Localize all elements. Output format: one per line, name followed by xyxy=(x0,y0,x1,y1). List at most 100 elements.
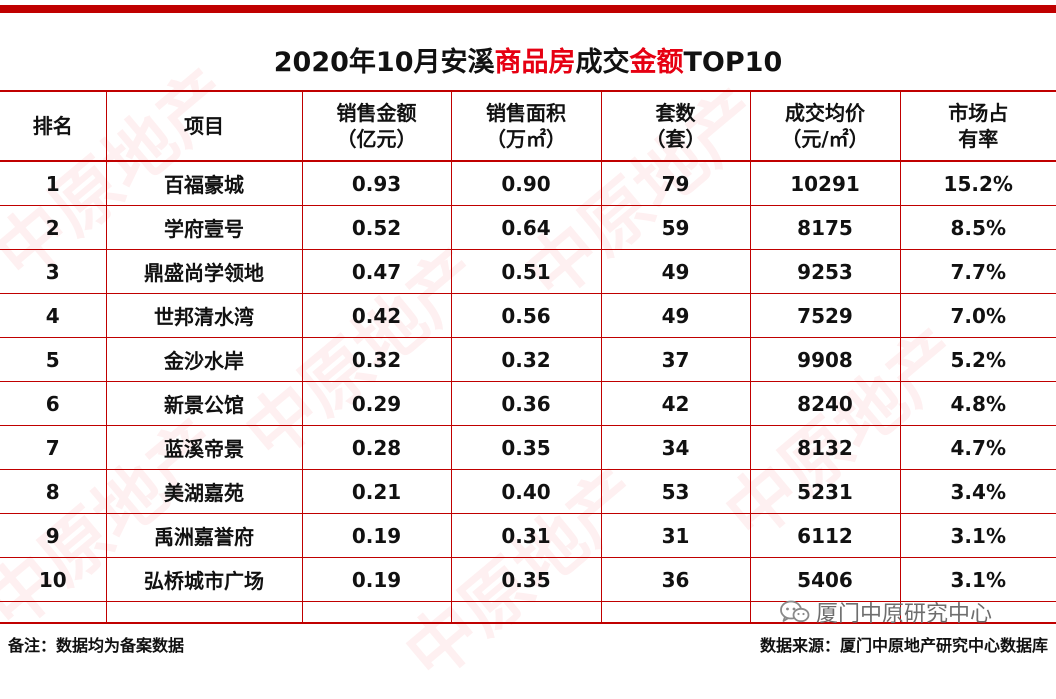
page-title: 2020年10月安溪商品房成交金额TOP10 xyxy=(0,40,1056,79)
cell-sales-amount: 0.32 xyxy=(301,337,452,382)
cell-rank: 3 xyxy=(0,249,107,294)
cell-market-share: 3.1% xyxy=(899,513,1056,558)
cell-sales-amount: 0.21 xyxy=(301,469,452,514)
table-row: 5 金沙水岸 0.32 0.32 37 9908 5.2% xyxy=(0,337,1056,382)
header-rank: 排名 xyxy=(0,90,107,162)
title-highlight: 商品房 xyxy=(494,47,576,78)
cell-avg-price: 5231 xyxy=(749,469,901,514)
cell-project: 百福豪城 xyxy=(105,160,303,206)
cell-sales-area: 0.35 xyxy=(450,425,602,470)
table-row: 3 鼎盛尚学领地 0.47 0.51 49 9253 7.7% xyxy=(0,249,1056,294)
empty-cell xyxy=(105,601,303,624)
table-row: 6 新景公馆 0.29 0.36 42 8240 4.8% xyxy=(0,381,1056,426)
cell-market-share: 4.8% xyxy=(899,381,1056,426)
cell-rank: 7 xyxy=(0,425,107,470)
empty-cell xyxy=(0,601,107,624)
empty-cell xyxy=(899,601,1056,624)
cell-avg-price: 8132 xyxy=(749,425,901,470)
cell-market-share: 15.2% xyxy=(899,160,1056,206)
footer-note: 备注：数据均为备案数据 xyxy=(8,636,185,655)
cell-avg-price: 8175 xyxy=(749,205,901,250)
cell-avg-price: 8240 xyxy=(749,381,901,426)
cell-project: 金沙水岸 xyxy=(105,337,303,382)
header-units: 套数 （套） xyxy=(600,90,751,162)
cell-project: 新景公馆 xyxy=(105,381,303,426)
cell-rank: 6 xyxy=(0,381,107,426)
header-avg-price: 成交均价 （元/㎡） xyxy=(749,90,901,162)
cell-units: 53 xyxy=(600,469,751,514)
wechat-label: 厦门中原研究中心 xyxy=(816,602,993,627)
table-body: 1 百福豪城 0.93 0.90 79 10291 15.2% 2 学府壹号 0.52 0.64 59… xyxy=(0,160,1056,624)
cell-rank: 8 xyxy=(0,469,107,514)
header-sales-area: 销售面积 （万㎡） xyxy=(450,90,602,162)
cell-avg-price: 9908 xyxy=(749,337,901,382)
cell-sales-area: 0.31 xyxy=(450,513,602,558)
cell-project: 弘桥城市广场 xyxy=(105,557,303,602)
top-accent-bar xyxy=(0,5,1056,13)
cell-units: 36 xyxy=(600,557,751,602)
title-part: TOP10 xyxy=(683,47,783,78)
cell-units: 42 xyxy=(600,381,751,426)
header-sales-amount: 销售金额 （亿元） xyxy=(301,90,452,162)
header-market-share: 市场占 有率 xyxy=(899,90,1056,162)
table-row-empty xyxy=(0,601,1056,624)
header-project: 项目 xyxy=(105,90,303,162)
ranking-table: 排名 项目 销售金额 （亿元） 销售面积 （万㎡） 套数 （套） 成交均价 （元/㎡） … xyxy=(0,90,1056,624)
table-row: 10 弘桥城市广场 0.19 0.35 36 5406 3.1% xyxy=(0,557,1056,602)
cell-project: 学府壹号 xyxy=(105,205,303,250)
cell-units: 49 xyxy=(600,293,751,338)
cell-sales-area: 0.51 xyxy=(450,249,602,294)
cell-sales-area: 0.64 xyxy=(450,205,602,250)
table-header-row: 排名 项目 销售金额 （亿元） 销售面积 （万㎡） 套数 （套） 成交均价 （元/㎡） … xyxy=(0,90,1056,162)
cell-avg-price: 7529 xyxy=(749,293,901,338)
cell-avg-price: 5406 xyxy=(749,557,901,602)
cell-sales-amount: 0.28 xyxy=(301,425,452,470)
cell-sales-amount: 0.42 xyxy=(301,293,452,338)
cell-sales-amount: 0.52 xyxy=(301,205,452,250)
cell-avg-price: 6112 xyxy=(749,513,901,558)
cell-units: 37 xyxy=(600,337,751,382)
footer-source: 数据来源：厦门中原地产研究中心数据库 xyxy=(759,636,1048,655)
cell-sales-area: 0.32 xyxy=(450,337,602,382)
cell-sales-amount: 0.47 xyxy=(301,249,452,294)
table-row: 9 禹洲嘉誉府 0.19 0.31 31 6112 3.1% xyxy=(0,513,1056,558)
cell-rank: 2 xyxy=(0,205,107,250)
cell-sales-amount: 0.19 xyxy=(301,513,452,558)
cell-rank: 5 xyxy=(0,337,107,382)
cell-rank: 1 xyxy=(0,160,107,206)
cell-units: 31 xyxy=(600,513,751,558)
cell-sales-amount: 0.29 xyxy=(301,381,452,426)
title-part: 成交 xyxy=(575,47,630,78)
cell-rank: 10 xyxy=(0,557,107,602)
cell-avg-price: 9253 xyxy=(749,249,901,294)
cell-market-share: 7.0% xyxy=(899,293,1056,338)
table-row: 1 百福豪城 0.93 0.90 79 10291 15.2% xyxy=(0,160,1056,206)
cell-sales-area: 0.56 xyxy=(450,293,602,338)
cell-sales-amount: 0.93 xyxy=(301,160,452,206)
cell-market-share: 3.4% xyxy=(899,469,1056,514)
empty-cell xyxy=(600,601,751,624)
cell-units: 79 xyxy=(600,160,751,206)
wechat-account: 厦门中原研究中心 xyxy=(780,596,992,628)
cell-project: 世邦清水湾 xyxy=(105,293,303,338)
table-row: 2 学府壹号 0.52 0.64 59 8175 8.5% xyxy=(0,205,1056,250)
cell-rank: 9 xyxy=(0,513,107,558)
title-part: 2020年10月安溪 xyxy=(273,47,495,78)
cell-project: 鼎盛尚学领地 xyxy=(105,249,303,294)
cell-avg-price: 10291 xyxy=(749,160,901,206)
cell-sales-area: 0.40 xyxy=(450,469,602,514)
cell-market-share: 7.7% xyxy=(899,249,1056,294)
cell-project: 美湖嘉苑 xyxy=(105,469,303,514)
cell-sales-area: 0.36 xyxy=(450,381,602,426)
cell-sales-area: 0.90 xyxy=(450,160,602,206)
cell-units: 34 xyxy=(600,425,751,470)
title-highlight: 金额 xyxy=(629,47,684,78)
cell-market-share: 5.2% xyxy=(899,337,1056,382)
cell-rank: 4 xyxy=(0,293,107,338)
cell-units: 49 xyxy=(600,249,751,294)
cell-market-share: 8.5% xyxy=(899,205,1056,250)
table-row: 7 蓝溪帝景 0.28 0.35 34 8132 4.7% xyxy=(0,425,1056,470)
cell-project: 禹洲嘉誉府 xyxy=(105,513,303,558)
table-row: 8 美湖嘉苑 0.21 0.40 53 5231 3.4% xyxy=(0,469,1056,514)
empty-cell xyxy=(450,601,602,624)
